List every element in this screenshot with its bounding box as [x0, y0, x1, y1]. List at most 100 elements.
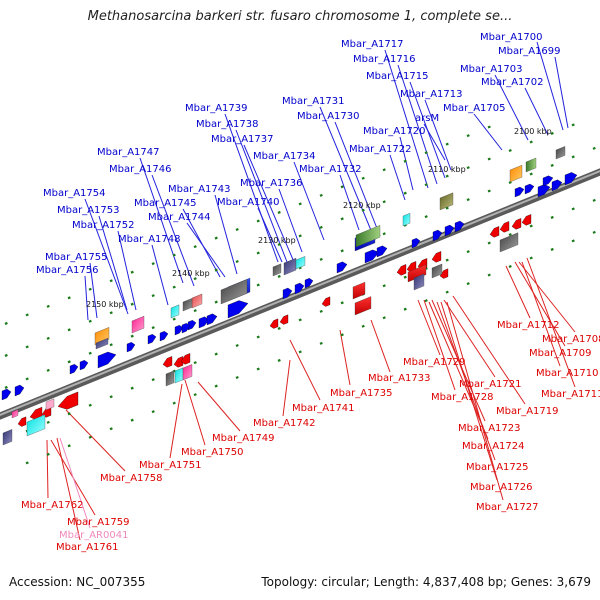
tick-mark [319, 309, 323, 313]
tick-mark [151, 326, 155, 330]
forward-gene-arrow [69, 364, 79, 375]
gene-label: Mbar_A1712 [497, 320, 560, 331]
leader-line [334, 121, 381, 237]
gene-label: Mbar_A1755 [45, 252, 108, 263]
reverse-gene-arrow [431, 251, 442, 263]
tick-mark [172, 317, 176, 321]
tick-mark [151, 410, 155, 414]
gene-label: Mbar_A1740 [217, 197, 280, 208]
forward-gene-arrow [282, 287, 293, 300]
tick-mark [424, 299, 428, 303]
tick-mark [256, 335, 260, 339]
tick-mark [214, 236, 218, 240]
tick-mark [256, 251, 260, 255]
leader-line [452, 295, 526, 405]
tick-mark [256, 367, 260, 371]
reverse-gene-arrow [17, 416, 27, 427]
leader-line [169, 383, 183, 459]
leader-line [214, 194, 238, 275]
tick-mark [193, 277, 197, 281]
reverse-gene-arrow [162, 356, 173, 368]
forward-gene-arrow [159, 331, 169, 342]
gene-label: Mbar_A1705 [443, 103, 506, 114]
reverse-gene-arrow [279, 314, 289, 325]
gene-block [45, 398, 55, 411]
leader-line [139, 157, 184, 284]
tick-mark [571, 155, 575, 159]
gene-label: Mbar_A1751 [139, 460, 202, 471]
gene-label: Mbar_A1749 [212, 433, 275, 444]
leader-line [84, 275, 89, 321]
gene-label: Mbar_A1711 [541, 389, 600, 400]
tick-mark [25, 461, 29, 465]
leader-line [494, 74, 529, 141]
leader-line [117, 230, 137, 311]
tick-mark [319, 257, 323, 261]
forward-gene-arrow [227, 300, 249, 319]
gene-label: Mbar_A1715 [366, 71, 429, 82]
leader-line [186, 222, 226, 278]
reverse-gene-arrow [173, 356, 184, 368]
leader-line [289, 339, 321, 401]
tick-mark [130, 302, 134, 306]
gene-label: Mbar_A1713 [400, 89, 463, 100]
gene-label: Mbar_A1709 [529, 348, 592, 359]
gene-block [525, 157, 537, 173]
tick-mark [298, 350, 302, 354]
leader-line [384, 49, 429, 189]
leader-line [440, 301, 498, 481]
tick-mark [445, 142, 449, 146]
kbp-label: 2110 kbp [428, 165, 466, 174]
forward-gene-arrow [551, 179, 563, 192]
gene-label: Mbar_A1727 [476, 502, 539, 513]
tick-mark [88, 403, 92, 407]
tick-mark [46, 420, 50, 424]
tick-mark [550, 163, 554, 167]
tick-mark [361, 324, 365, 328]
reverse-gene-arrow [396, 264, 407, 276]
leader-line [46, 439, 49, 499]
tick-mark [67, 328, 71, 332]
forward-gene-arrow [79, 360, 89, 371]
tick-mark [256, 219, 260, 223]
leader-line [473, 113, 503, 151]
tick-mark [298, 234, 302, 238]
forward-gene-labels: Mbar_A1700 Mbar_A1699 Mbar_A1717 Mbar_A1… [36, 32, 561, 276]
forward-gene-arrow [14, 384, 25, 397]
leader-line [524, 87, 549, 136]
gene-label: Mbar_A1756 [36, 265, 99, 276]
forward-gene-arrow [432, 229, 443, 242]
leader-line [84, 198, 129, 315]
leader-line [243, 144, 295, 263]
leader-lines [46, 41, 576, 541]
gene-label: Mbar_A1729 [403, 357, 466, 368]
tick-mark [319, 225, 323, 229]
tick-mark [298, 318, 302, 322]
gene-label: Mbar_A1745 [134, 198, 197, 209]
gene-label: Mbar_A1731 [282, 96, 345, 107]
tick-mark [298, 202, 302, 206]
tick-mark [592, 198, 596, 202]
tick-mark [340, 185, 344, 189]
tick-mark [340, 301, 344, 305]
leader-line [56, 437, 81, 541]
gene-block [413, 273, 425, 291]
tick-mark [109, 311, 113, 315]
leader-line [428, 301, 489, 440]
tick-mark [592, 146, 596, 150]
tick-mark [529, 140, 533, 144]
tick-mark [529, 172, 533, 176]
gene-block [354, 296, 372, 316]
leader-line [514, 261, 566, 347]
gene-block [2, 429, 13, 446]
gene-label: Mbar_A1725 [466, 462, 529, 473]
tick-mark [277, 242, 281, 246]
tick-mark [298, 266, 302, 270]
tick-mark [235, 259, 239, 264]
reverse-gene-arrow [180, 353, 191, 365]
gene-label: Mbar_A1720 [363, 126, 426, 137]
tick-mark [445, 258, 449, 262]
tick-mark [172, 285, 176, 289]
tick-mark [508, 264, 512, 269]
tick-mark [466, 198, 470, 202]
